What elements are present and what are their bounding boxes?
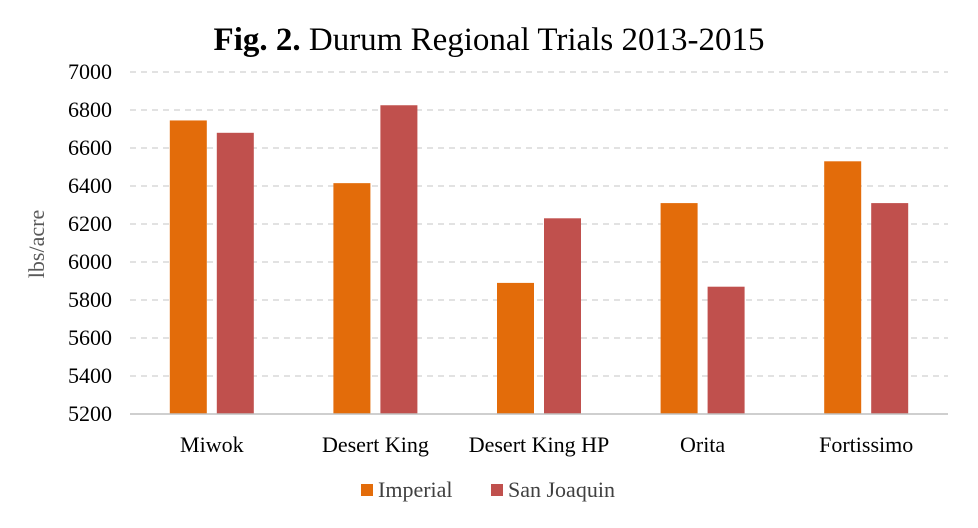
bar-imperial [660, 203, 698, 414]
y-tick-label: 5600 [68, 325, 112, 350]
bar-san-joaquin [871, 203, 909, 414]
y-tick-label: 5800 [68, 287, 112, 312]
bar-san-joaquin [544, 218, 581, 414]
bar-imperial [333, 183, 371, 414]
x-category-label: Miwok [180, 432, 244, 457]
bar-san-joaquin [707, 286, 745, 414]
y-axis-ticks: 5200 5400 5600 5800 6000 6200 6400 6600 6800 7000 [68, 59, 112, 426]
legend-label: San Joaquin [508, 477, 615, 502]
y-tick-label: 6800 [68, 97, 112, 122]
chart-title-text: Durum Regional Trials 2013-2015 [309, 22, 765, 58]
bar-san-joaquin [380, 105, 418, 414]
y-tick-label: 6400 [68, 173, 112, 198]
y-tick-label: 7000 [68, 59, 112, 84]
y-tick-label: 5400 [68, 363, 112, 388]
x-category-label: Fortissimo [819, 432, 913, 457]
y-tick-label: 6200 [68, 211, 112, 236]
gridlines [130, 71, 948, 377]
y-tick-label: 6600 [68, 135, 112, 160]
legend-swatch [491, 484, 503, 496]
x-category-label: Desert King [322, 432, 429, 457]
legend-swatch [361, 484, 373, 496]
bar-imperial [497, 282, 534, 414]
bar-imperial [169, 120, 207, 414]
legend: Imperial San Joaquin [361, 477, 615, 502]
y-axis-label: lbs/acre [24, 210, 49, 278]
bars [169, 105, 909, 415]
legend-label: Imperial [378, 477, 453, 502]
bar-san-joaquin [216, 132, 254, 415]
chart-title-prefix: Fig. 2. [214, 22, 301, 58]
y-tick-label: 6000 [68, 249, 112, 274]
x-axis-categories: Miwok Desert King Desert King HP Orita Forti… [180, 432, 913, 457]
bar-imperial [824, 161, 862, 414]
y-tick-label: 5200 [68, 401, 112, 426]
x-category-label: Desert King HP [469, 432, 610, 457]
chart-title: Fig. 2. Durum Regional Trials 2013-2015 [214, 22, 765, 58]
x-category-label: Orita [680, 432, 725, 457]
